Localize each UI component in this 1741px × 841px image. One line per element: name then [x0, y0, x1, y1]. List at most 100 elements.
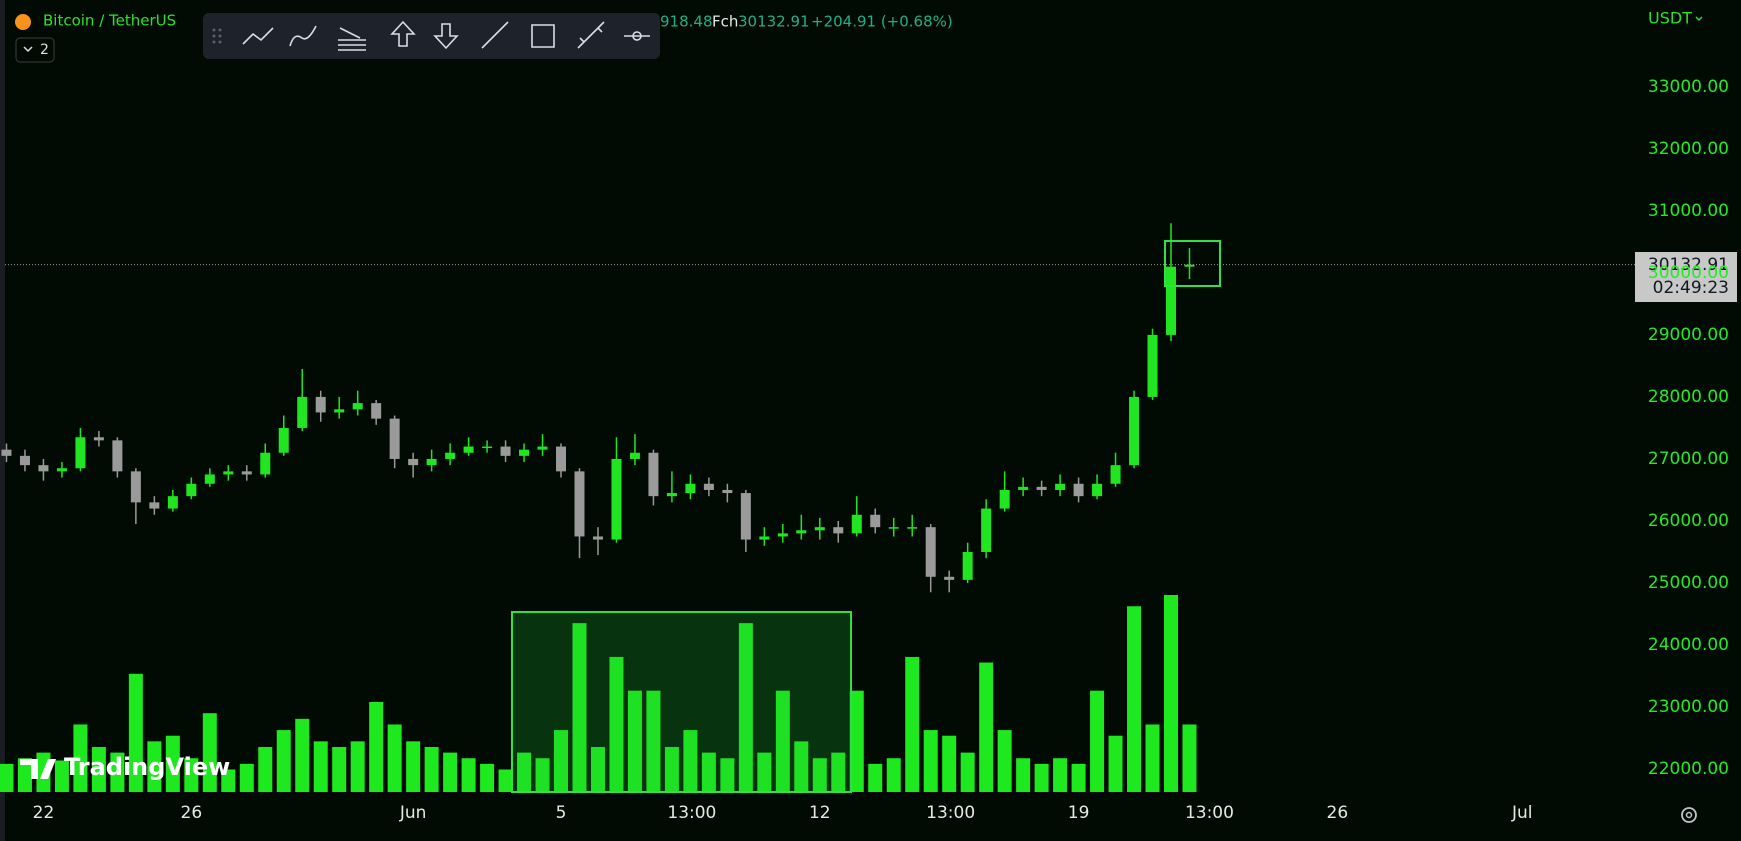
candle-body	[740, 493, 751, 540]
candle-body	[999, 489, 1010, 509]
tool-ray[interactable]	[577, 21, 605, 49]
ohlc-partial: 918.48	[660, 13, 713, 31]
candle-body	[888, 527, 899, 529]
volume-bar	[443, 752, 458, 792]
candle-body	[1055, 483, 1066, 490]
volume-bar	[664, 746, 679, 792]
volume-bar	[868, 763, 883, 792]
volume-bar	[1163, 595, 1178, 792]
x-tick-label: 26	[181, 803, 203, 823]
y-tick-label: 32000.00	[1648, 139, 1729, 159]
y-tick-label: 22000.00	[1648, 759, 1729, 779]
last-price-label: 30132.91	[1648, 255, 1729, 275]
volume-bar	[554, 730, 569, 792]
volume-bar	[332, 746, 347, 792]
tool-brush[interactable]	[289, 25, 317, 47]
candle-body	[925, 527, 936, 577]
tool-trend[interactable]	[242, 27, 274, 45]
toolbar-grip	[212, 28, 222, 44]
candle-body	[1165, 266, 1176, 335]
x-tick-label: 22	[33, 803, 55, 823]
tool-rectangle[interactable]	[531, 24, 555, 48]
candle-body	[297, 396, 308, 428]
candle-body	[611, 458, 622, 540]
tool-arrow-up[interactable]	[390, 20, 416, 47]
candle-body	[167, 496, 178, 509]
candle-body	[260, 452, 271, 475]
candle-body	[75, 437, 86, 469]
volume-bar	[350, 741, 365, 792]
volume-bar	[295, 718, 310, 792]
volume-bar	[775, 690, 790, 792]
x-tick-label: Jul	[1511, 803, 1533, 823]
candle-body	[112, 440, 123, 472]
volume-bar	[886, 758, 901, 792]
volume-bar	[1034, 763, 1049, 792]
volume-bar	[17, 758, 32, 792]
volume-bar	[627, 690, 642, 792]
candle-body	[629, 452, 640, 459]
symbol-icon	[15, 14, 31, 30]
close-value: 30132.91	[738, 13, 810, 31]
candle-body	[463, 446, 474, 453]
x-tick-label: 19	[1068, 803, 1090, 823]
candle-body	[981, 508, 992, 552]
volume-bar	[923, 730, 938, 792]
change: +204.91 (+0.68%)	[811, 13, 953, 31]
volume-bar	[424, 746, 439, 792]
volume-bar	[387, 724, 402, 792]
volume-bar	[1145, 724, 1160, 792]
tool-horizontal[interactable]	[624, 31, 650, 41]
y-tick-label: 27000.00	[1648, 449, 1729, 469]
candle-body	[371, 403, 382, 419]
candle-body	[1092, 483, 1103, 497]
volume-bar	[0, 763, 14, 792]
volume-bar	[110, 752, 125, 792]
candle-body	[870, 514, 881, 528]
volume-bar	[942, 735, 957, 792]
tool-line[interactable]	[481, 21, 509, 49]
candle-body	[241, 471, 252, 475]
volume-bar	[258, 746, 273, 792]
candle-body	[907, 527, 918, 529]
y-tick-label: 31000.00	[1648, 201, 1729, 221]
volume-bar	[1108, 735, 1123, 792]
volume-bar	[1071, 763, 1086, 792]
candle-body	[93, 437, 104, 441]
candle-body	[1110, 465, 1121, 484]
settings-icon[interactable]	[1681, 807, 1697, 823]
tool-arrow-down[interactable]	[433, 23, 459, 50]
candle-body	[814, 527, 825, 531]
left-border	[0, 0, 5, 841]
volume-bar	[646, 690, 661, 792]
volume-bar	[128, 673, 143, 792]
candle-body	[1073, 483, 1084, 497]
candle-body	[56, 468, 67, 472]
volume-highlight-box	[511, 611, 852, 793]
x-tick-label: 13:00	[667, 803, 716, 823]
tool-lines[interactable]	[338, 27, 366, 51]
volume-bar	[239, 763, 254, 792]
currency[interactable]: USDT	[1648, 9, 1692, 28]
candle-body	[962, 551, 973, 580]
y-tick-label: 26000.00	[1648, 511, 1729, 531]
volume-bar	[979, 662, 994, 792]
candle-body	[851, 514, 862, 534]
candle-body	[1018, 486, 1029, 490]
settings-icon-center	[1685, 811, 1693, 819]
candle-body	[556, 446, 567, 472]
candle-body	[38, 465, 49, 472]
volume-bar	[369, 701, 384, 792]
volume-bar	[202, 713, 217, 792]
candle-body	[1, 449, 12, 456]
x-tick-label: Jun	[399, 803, 427, 823]
interval-badge[interactable]	[15, 37, 55, 63]
volume-bar	[960, 752, 975, 792]
volume-bar	[1016, 758, 1031, 792]
x-tick-label: 26	[1327, 803, 1349, 823]
symbol-name[interactable]: Bitcoin / TetherUS	[43, 12, 176, 30]
candle-body	[592, 536, 603, 540]
candle-body	[648, 452, 659, 497]
candle-body	[1129, 396, 1140, 466]
